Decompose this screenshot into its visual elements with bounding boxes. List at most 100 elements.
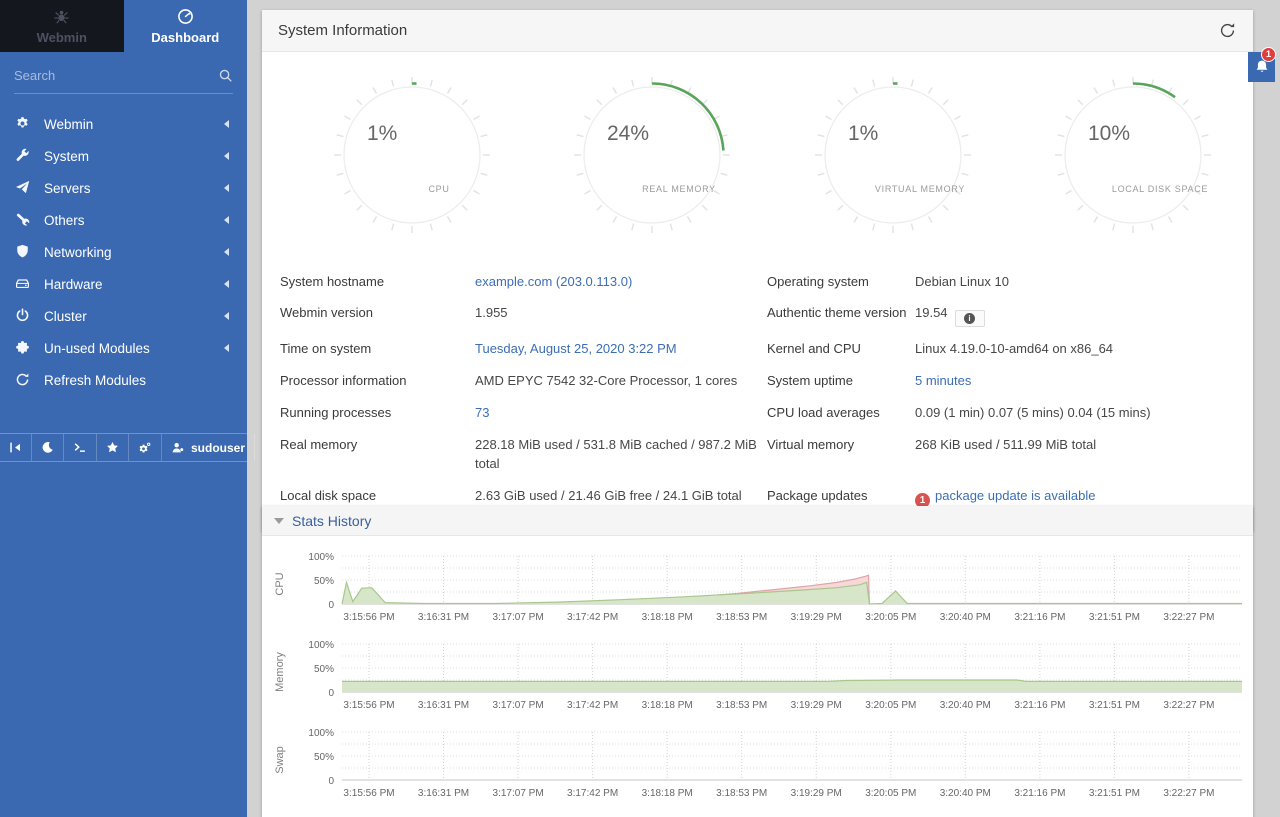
- svg-text:3:20:40 PM: 3:20:40 PM: [940, 612, 991, 623]
- info-value-cell: 1 package update is available: [915, 480, 1235, 515]
- svg-text:VIRTUAL MEMORY: VIRTUAL MEMORY: [875, 184, 965, 194]
- svg-text:3:15:56 PM: 3:15:56 PM: [343, 700, 394, 711]
- gauge-virtual-memory: 1% VIRTUAL MEMORY: [773, 70, 1013, 240]
- star-icon: [106, 441, 119, 454]
- terminal-button[interactable]: [64, 434, 97, 461]
- power-icon: [15, 308, 31, 324]
- svg-text:3:22:27 PM: 3:22:27 PM: [1163, 700, 1214, 711]
- current-user-button[interactable]: sudouser: [162, 434, 256, 461]
- info-value-cell: 268 KiB used / 511.99 MiB total: [915, 429, 1235, 480]
- info-label: Kernel and CPU: [767, 341, 861, 357]
- svg-text:3:17:42 PM: 3:17:42 PM: [567, 788, 618, 799]
- table-row: System hostname example.com (203.0.113.0)…: [280, 266, 1235, 298]
- info-value: 0.09 (1 min) 0.07 (5 mins) 0.04 (15 mins…: [915, 405, 1151, 421]
- sidebar-item-unused-modules[interactable]: Un-used Modules: [0, 332, 247, 364]
- sidebar-item-label: Hardware: [44, 276, 103, 292]
- info-value-link[interactable]: example.com (203.0.113.0): [475, 273, 633, 289]
- refresh-button[interactable]: [1218, 21, 1237, 40]
- sidebar-item-hardware[interactable]: Hardware: [0, 268, 247, 300]
- info-value-cell: 2.63 GiB used / 21.46 GiB free / 24.1 Gi…: [475, 480, 767, 515]
- svg-text:3:15:56 PM: 3:15:56 PM: [343, 788, 394, 799]
- info-label: Processor information: [280, 373, 407, 389]
- system-info-table: System hostname example.com (203.0.113.0)…: [280, 266, 1235, 515]
- stats-charts: CPU 3:15:56 PM 3:16:31 PM 3:17:07 PM 3:17:42…: [262, 536, 1253, 812]
- svg-text:1%: 1%: [848, 122, 878, 145]
- sidebar-search: [14, 58, 233, 94]
- sidebar-item-label: System: [44, 148, 90, 164]
- bell-icon: [1254, 59, 1270, 75]
- theme-info-button[interactable]: i: [954, 310, 985, 328]
- search-input[interactable]: [14, 68, 218, 83]
- svg-text:50%: 50%: [314, 576, 334, 587]
- info-value-cell: 0.09 (1 min) 0.07 (5 mins) 0.04 (15 mins…: [915, 398, 1235, 430]
- table-row: Time on system Tuesday, August 25, 2020 3…: [280, 334, 1235, 366]
- info-value-cell: 1.955: [475, 298, 767, 334]
- search-icon[interactable]: [218, 68, 233, 83]
- svg-text:3:22:27 PM: 3:22:27 PM: [1163, 612, 1214, 623]
- system-information-card: System Information 1% CPU 24% REAL MEMORY 1%…: [262, 10, 1253, 531]
- svg-text:3:17:07 PM: 3:17:07 PM: [493, 612, 544, 623]
- info-value-link[interactable]: Tuesday, August 25, 2020 3:22 PM: [475, 341, 677, 357]
- refresh-icon: [15, 372, 31, 388]
- night-mode-button[interactable]: [32, 434, 64, 461]
- sidebar-item-cluster[interactable]: Cluster: [0, 300, 247, 332]
- table-row: Running processes 73 CPU load averages 0.09…: [280, 398, 1235, 430]
- moon-icon: [41, 441, 54, 454]
- sidebar-item-webmin[interactable]: Webmin: [0, 108, 247, 140]
- svg-text:CPU: CPU: [429, 184, 450, 194]
- favorites-button[interactable]: [97, 434, 129, 461]
- info-value: 19.54: [915, 305, 948, 321]
- info-value: 268 KiB used / 511.99 MiB total: [915, 436, 1097, 452]
- info-value: Debian Linux 10: [915, 273, 1009, 289]
- hdd-icon: [15, 276, 31, 292]
- info-label: Running processes: [280, 405, 392, 421]
- sidebar-item-refresh-modules[interactable]: Refresh Modules: [0, 364, 247, 396]
- stats-history-title: Stats History: [292, 512, 372, 529]
- info-value: 1.955: [475, 305, 508, 321]
- sidebar-item-others[interactable]: Others: [0, 204, 247, 236]
- update-count-badge: 1: [915, 493, 930, 509]
- svg-text:0: 0: [328, 688, 334, 699]
- tab-webmin[interactable]: Webmin: [0, 0, 124, 52]
- svg-text:3:18:53 PM: 3:18:53 PM: [716, 612, 767, 623]
- chevron-left-icon: [220, 280, 229, 288]
- info-value-cell: Debian Linux 10: [915, 266, 1235, 298]
- chevron-left-icon: [220, 152, 229, 160]
- info-value: AMD EPYC 7542 32-Core Processor, 1 cores: [475, 373, 738, 389]
- svg-text:0: 0: [328, 600, 334, 611]
- wrench-icon: [15, 148, 31, 164]
- svg-text:3:20:40 PM: 3:20:40 PM: [940, 788, 991, 799]
- sidebar-item-networking[interactable]: Networking: [0, 236, 247, 268]
- caret-down-icon: [274, 517, 284, 529]
- svg-text:3:15:56 PM: 3:15:56 PM: [343, 612, 394, 623]
- svg-text:3:16:31 PM: 3:16:31 PM: [418, 788, 469, 799]
- collapse-sidebar-button[interactable]: [0, 434, 32, 461]
- info-value-link[interactable]: 73: [475, 405, 490, 421]
- svg-text:3:17:07 PM: 3:17:07 PM: [493, 700, 544, 711]
- gear-icon: [15, 116, 31, 132]
- svg-text:3:20:05 PM: 3:20:05 PM: [865, 612, 916, 623]
- svg-text:100%: 100%: [308, 728, 334, 739]
- info-label: System hostname: [280, 273, 385, 289]
- info-value-link[interactable]: 5 minutes: [915, 373, 972, 389]
- svg-text:3:16:31 PM: 3:16:31 PM: [418, 612, 469, 623]
- theme-settings-button[interactable]: [129, 434, 162, 461]
- chevron-left-icon: [220, 312, 229, 320]
- swap-history-chart: Swap 3:15:56 PM 3:16:31 PM 3:17:07 PM 3:17:4…: [268, 724, 1249, 812]
- info-value-link[interactable]: package update is available: [935, 487, 1096, 503]
- sidebar-item-label: Servers: [44, 180, 91, 196]
- svg-text:10%: 10%: [1088, 122, 1130, 145]
- svg-text:3:21:16 PM: 3:21:16 PM: [1014, 612, 1065, 623]
- username-label: sudouser: [191, 440, 246, 455]
- info-label: Package updates: [767, 487, 868, 503]
- svg-text:3:20:40 PM: 3:20:40 PM: [940, 700, 991, 711]
- stats-history-header[interactable]: Stats History: [262, 506, 1253, 536]
- sidebar-item-system[interactable]: System: [0, 140, 247, 172]
- svg-text:24%: 24%: [607, 122, 649, 145]
- chevron-left-icon: [220, 120, 229, 128]
- svg-text:50%: 50%: [314, 752, 334, 763]
- webmin-logo-icon: [53, 8, 70, 28]
- sidebar-item-servers[interactable]: Servers: [0, 172, 247, 204]
- table-row: Real memory 228.18 MiB used / 531.8 MiB c…: [280, 429, 1235, 480]
- tab-dashboard[interactable]: Dashboard: [123, 0, 247, 52]
